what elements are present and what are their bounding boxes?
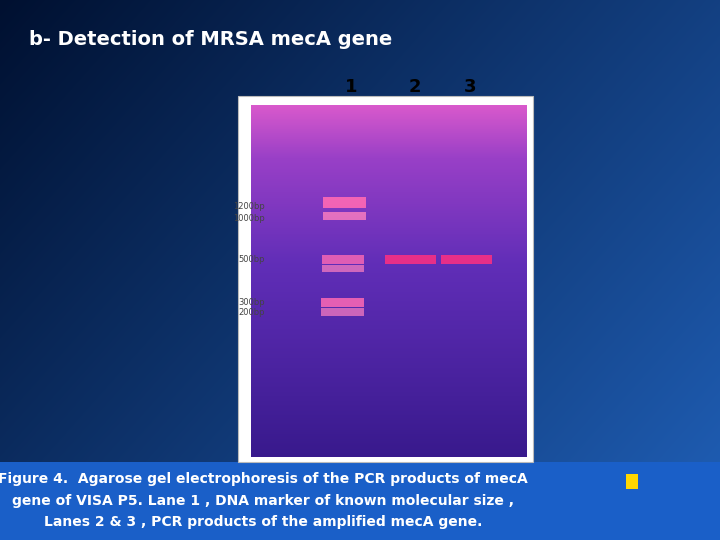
Text: 2: 2 (408, 78, 421, 97)
Bar (0, 462, 720, 540)
Text: gene of VISA P5. Lane 1 , DNA marker of known molecular size ,: gene of VISA P5. Lane 1 , DNA marker of … (12, 494, 514, 508)
Bar (441, 255, 492, 264)
Bar (626, 474, 638, 489)
Bar (323, 197, 366, 208)
Bar (238, 96, 533, 462)
Text: 1: 1 (345, 78, 358, 97)
Text: 3: 3 (464, 78, 477, 97)
Bar (385, 255, 436, 264)
Text: Lanes 2 & 3 , PCR products of the amplified mecA gene.: Lanes 2 & 3 , PCR products of the amplif… (44, 515, 482, 529)
Text: Figure 4.  Agarose gel electrophoresis of the PCR products of mecA: Figure 4. Agarose gel electrophoresis of… (0, 472, 528, 486)
Text: 500bp: 500bp (238, 255, 265, 264)
Text: 1000bp: 1000bp (233, 214, 265, 222)
Text: 300bp: 300bp (238, 298, 265, 307)
Bar (321, 308, 364, 316)
Text: 1200bp: 1200bp (233, 202, 265, 211)
Bar (321, 298, 364, 307)
Bar (323, 212, 366, 220)
Text: b- Detection of MRSA mecA gene: b- Detection of MRSA mecA gene (29, 30, 392, 50)
Bar (322, 265, 364, 272)
Text: 200bp: 200bp (238, 308, 265, 316)
Bar (322, 255, 364, 264)
